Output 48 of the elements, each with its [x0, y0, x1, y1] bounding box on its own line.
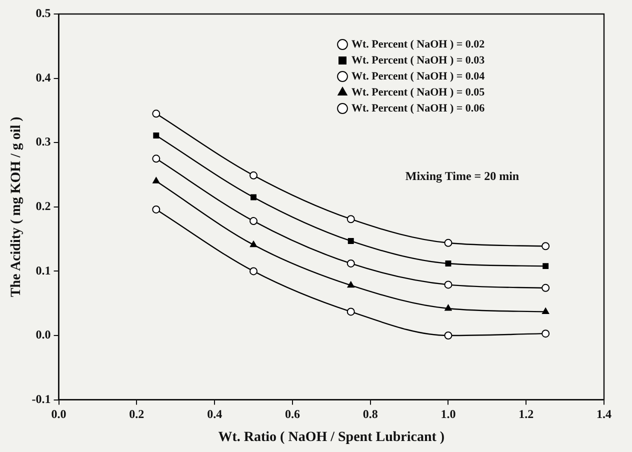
point — [346, 259, 355, 268]
x-tick-label: 0.8 — [362, 407, 378, 422]
point — [152, 110, 160, 118]
x-axis-title: Wt. Ratio ( NaOH / Spent Lubricant ) — [218, 430, 445, 446]
point — [445, 260, 452, 266]
point — [542, 284, 550, 292]
x-tick-label: 1.0 — [440, 407, 456, 422]
y-tick-label: 0.2 — [36, 198, 51, 213]
point — [542, 242, 550, 250]
point — [250, 267, 258, 276]
y-tick-label: -0.1 — [32, 392, 51, 406]
point — [444, 332, 452, 340]
y-axis-title: The Acidity ( mg KOH / g oil ) — [9, 116, 24, 298]
point — [542, 330, 550, 338]
annotation: Mixing Time = 20 min — [405, 168, 520, 183]
y-tick-label: 0.0 — [36, 328, 51, 342]
x-tick-label: 0.2 — [129, 407, 144, 422]
x-tick-label: 1.4 — [596, 407, 612, 422]
point — [542, 263, 549, 270]
legend-label: Wt. Percent ( NaOH ) = 0.05 — [352, 86, 486, 98]
point — [153, 132, 160, 138]
legend-label: Wt. Percent ( NaOH ) = 0.04 — [352, 70, 486, 82]
point — [250, 217, 258, 226]
point — [250, 171, 258, 180]
y-tick-label: 0.1 — [36, 263, 51, 278]
point — [347, 281, 354, 288]
point — [542, 308, 550, 314]
point — [346, 215, 355, 224]
point — [152, 154, 160, 163]
point — [152, 177, 160, 184]
x-tick-label: 0.0 — [51, 407, 66, 422]
point — [152, 205, 160, 214]
point — [250, 240, 258, 248]
point — [444, 280, 452, 289]
point — [444, 238, 452, 247]
y-tick-label: 0.4 — [36, 70, 51, 84]
point — [250, 194, 256, 200]
x-tick-label: 1.2 — [518, 407, 534, 422]
point — [346, 308, 355, 316]
y-tick-label: 0.5 — [36, 6, 51, 20]
y-tick-label: 0.3 — [36, 134, 51, 149]
point — [348, 238, 354, 244]
legend-label: Wt. Percent ( NaOH ) = 0.06 — [352, 102, 486, 114]
x-tick-label: 0.6 — [284, 407, 300, 422]
legend-label: Wt. Percent ( NaOH ) = 0.03 — [352, 54, 486, 66]
x-tick-label: 0.4 — [207, 407, 222, 422]
legend-label: Wt. Percent ( NaOH ) = 0.02 — [352, 38, 486, 50]
point — [444, 304, 452, 311]
